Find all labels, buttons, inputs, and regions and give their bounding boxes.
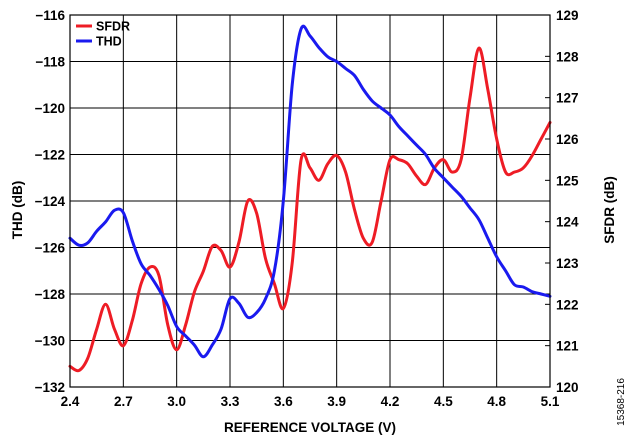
left-y-tick-label: −130 xyxy=(35,334,65,349)
x-axis-title: REFERENCE VOLTAGE (V) xyxy=(224,420,396,435)
right-y-tick-label: 128 xyxy=(556,49,579,64)
left-y-tick-label: −126 xyxy=(35,241,66,256)
x-tick-label: 2.7 xyxy=(114,394,133,409)
right-y-tick-label: 124 xyxy=(556,215,579,230)
legend-label-thd: THD xyxy=(96,35,122,49)
right-y-tick-label: 123 xyxy=(556,256,579,271)
x-tick-label: 3.6 xyxy=(274,394,293,409)
x-tick-label: 4.8 xyxy=(487,394,506,409)
left-y-tick-label: −120 xyxy=(35,101,65,116)
series-lines xyxy=(68,24,552,373)
legend-label-sfdr: SFDR xyxy=(96,20,130,34)
x-tick-label: 3.3 xyxy=(221,394,240,409)
right-y-tick-label: 129 xyxy=(556,8,579,23)
left-y-tick-label: −118 xyxy=(35,55,65,70)
x-tick-label: 4.2 xyxy=(381,394,400,409)
x-tick-label: 2.4 xyxy=(61,394,80,409)
series-line-thd xyxy=(68,24,552,359)
right-y-tick-label: 122 xyxy=(556,297,579,312)
left-y-tick-label: −116 xyxy=(35,8,65,23)
plot-frame xyxy=(69,14,551,388)
x-tick-label: 3.9 xyxy=(327,394,346,409)
tick-labels: 2.4 2.7 3.0 3.3 3.6 3.9 4.2 4.5 4.8 5.1 −116 −118 −1… xyxy=(35,8,579,409)
right-axis-title: SFDR (dB) xyxy=(602,176,617,244)
x-tick-label: 3.0 xyxy=(167,394,186,409)
right-y-tick-label: 120 xyxy=(556,380,579,395)
left-y-tick-label: −122 xyxy=(35,148,65,163)
right-y-tick-label: 126 xyxy=(556,132,579,147)
right-y-tick-label: 121 xyxy=(556,339,579,354)
right-y-tick-label: 125 xyxy=(556,173,579,188)
x-tick-label: 5.1 xyxy=(541,394,560,409)
left-y-tick-label: −132 xyxy=(35,380,65,395)
grid-lines xyxy=(70,15,550,387)
right-y-tick-label: 127 xyxy=(556,91,579,106)
series-line-sfdr xyxy=(68,46,552,373)
x-tick-label: 4.5 xyxy=(434,394,453,409)
left-axis-title: THD (dB) xyxy=(10,181,25,239)
left-y-tick-label: −128 xyxy=(35,287,66,302)
left-y-tick-label: −124 xyxy=(35,194,66,209)
figure-id: 15368-216 xyxy=(616,378,627,426)
